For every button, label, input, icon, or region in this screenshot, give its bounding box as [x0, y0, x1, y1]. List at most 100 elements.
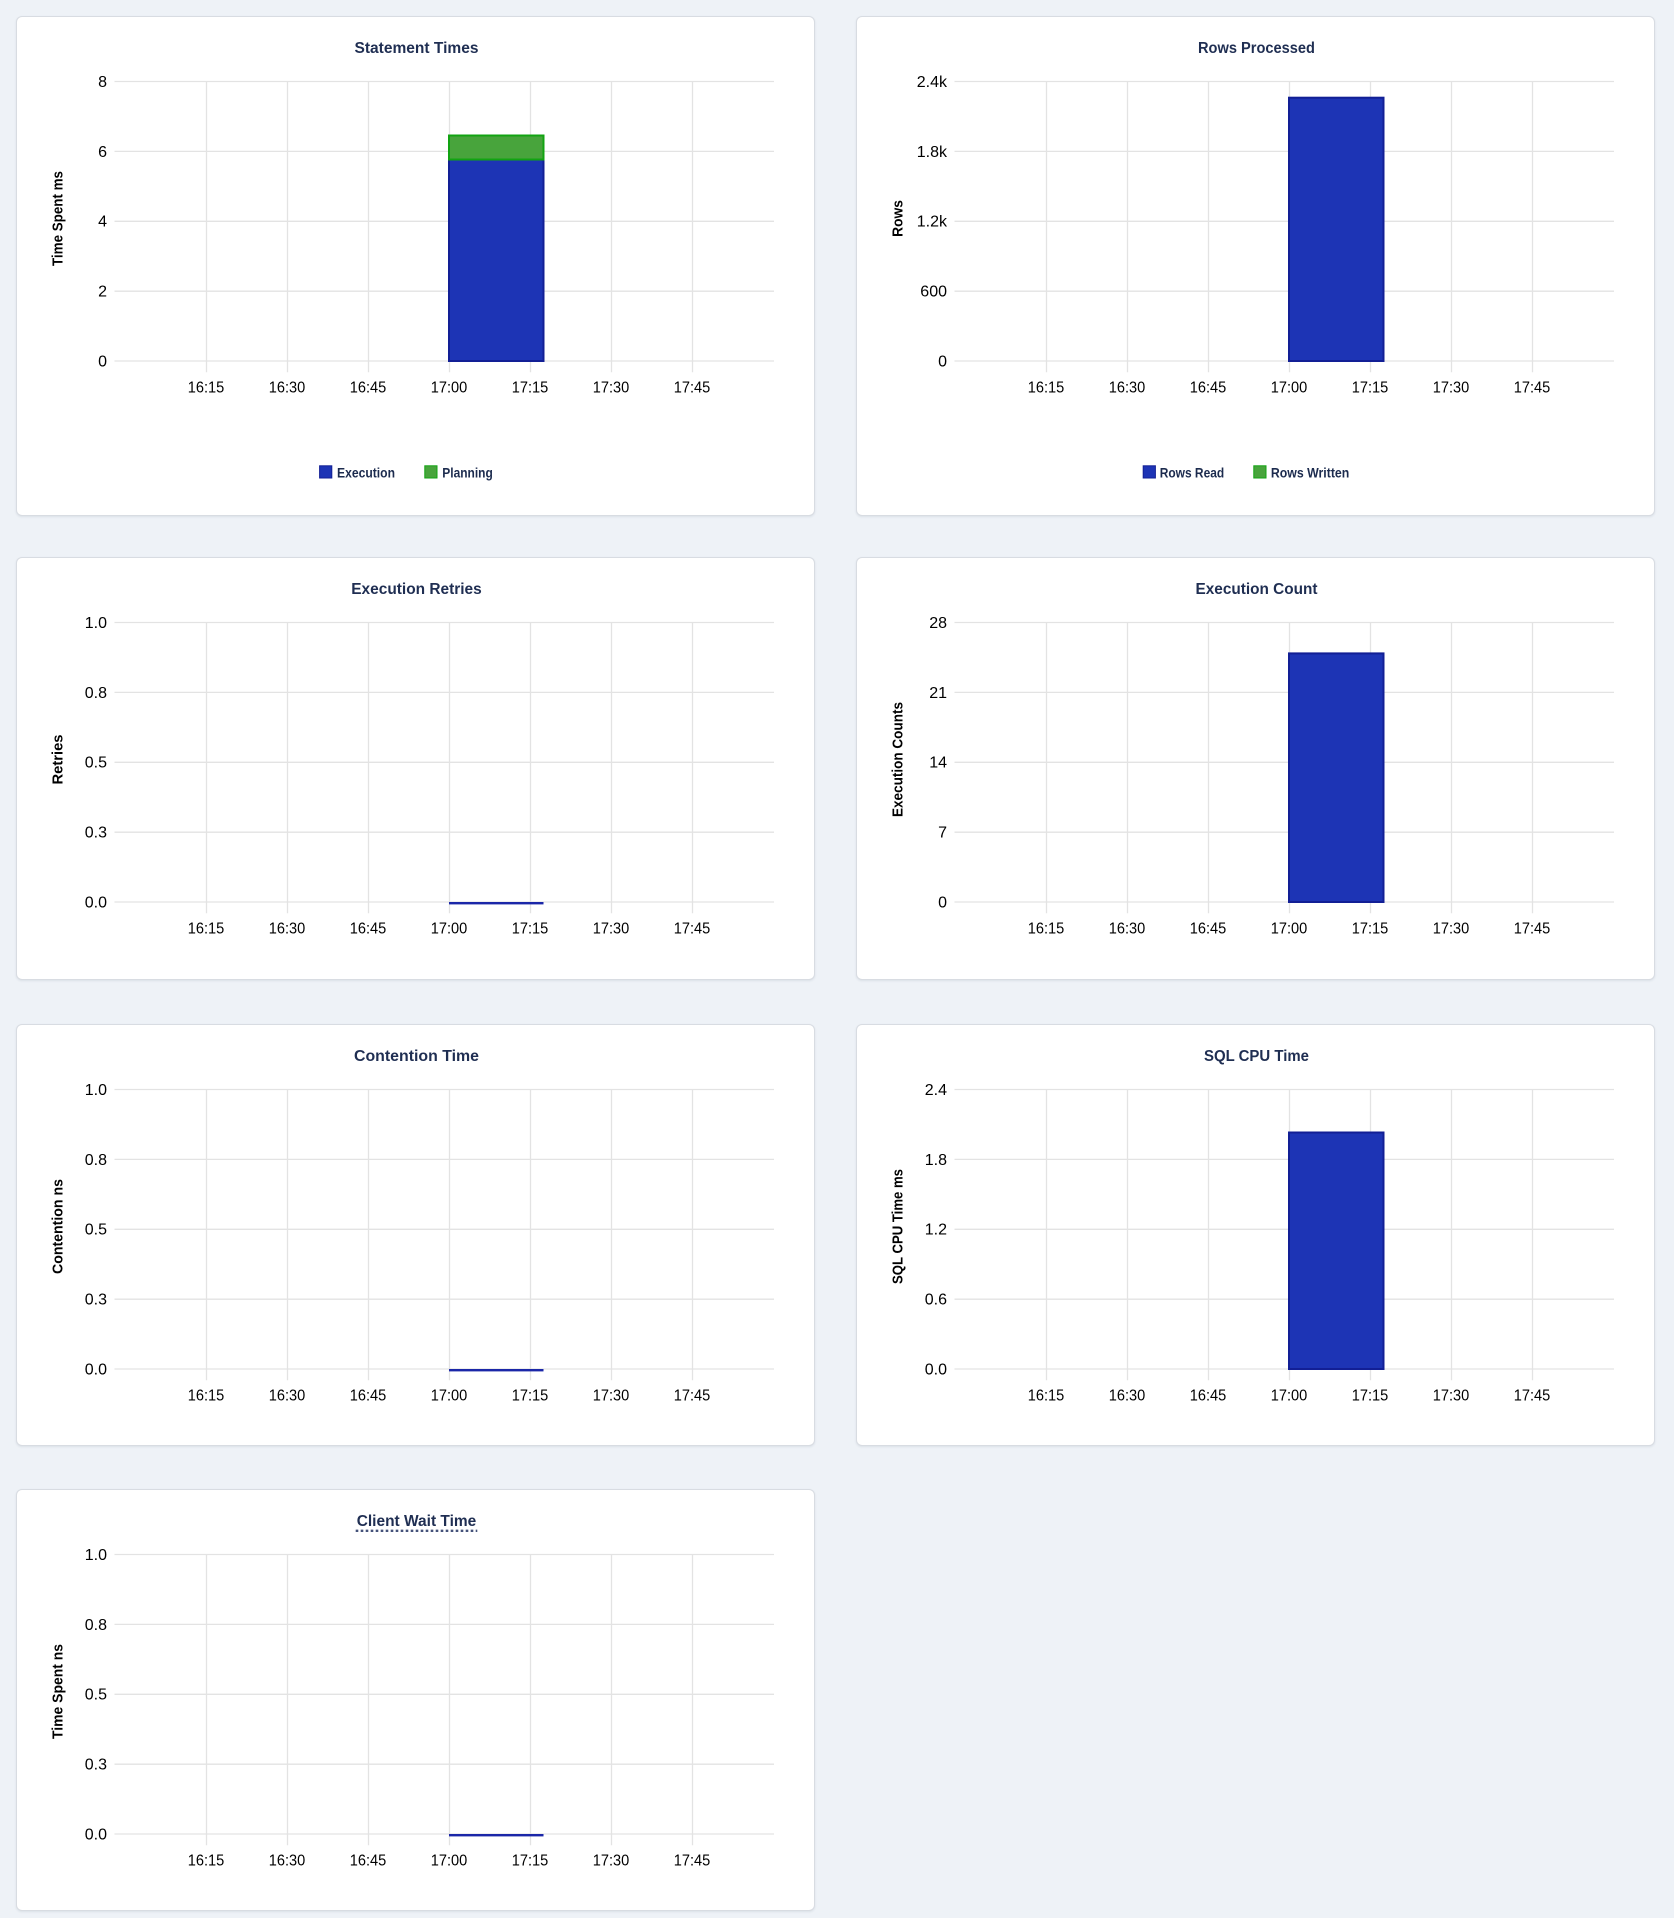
svg-text:0.6: 0.6 [924, 1291, 946, 1308]
svg-text:Client Wait Time: Client Wait Time [357, 1513, 477, 1530]
svg-text:17:15: 17:15 [1351, 1387, 1388, 1404]
svg-text:4: 4 [98, 214, 107, 231]
svg-text:1.2k: 1.2k [916, 214, 947, 231]
svg-text:1.2: 1.2 [924, 1221, 946, 1238]
svg-text:Rows Written: Rows Written [1270, 465, 1348, 480]
svg-text:Execution: Execution [337, 465, 395, 480]
svg-text:16:30: 16:30 [269, 1387, 306, 1404]
svg-text:0.3: 0.3 [85, 825, 107, 842]
svg-text:16:45: 16:45 [350, 1853, 387, 1870]
svg-text:17:45: 17:45 [674, 1387, 711, 1404]
svg-text:16:15: 16:15 [188, 1387, 225, 1404]
svg-text:0.0: 0.0 [85, 1826, 107, 1843]
svg-text:17:00: 17:00 [431, 1387, 468, 1404]
svg-text:21: 21 [929, 685, 947, 702]
svg-text:17:00: 17:00 [431, 921, 468, 938]
svg-text:16:45: 16:45 [350, 921, 387, 938]
svg-text:600: 600 [920, 284, 947, 301]
svg-text:17:15: 17:15 [512, 1387, 549, 1404]
svg-text:16:45: 16:45 [1189, 1387, 1226, 1404]
svg-text:6: 6 [98, 144, 107, 161]
svg-text:16:30: 16:30 [269, 380, 306, 397]
svg-text:0.8: 0.8 [85, 1617, 107, 1634]
svg-text:16:30: 16:30 [269, 921, 306, 938]
svg-text:17:30: 17:30 [593, 1853, 630, 1870]
svg-text:Contention ns: Contention ns [51, 1179, 67, 1274]
svg-text:17:15: 17:15 [512, 921, 549, 938]
svg-text:0.3: 0.3 [85, 1757, 107, 1774]
svg-text:0: 0 [938, 894, 947, 911]
svg-text:17:30: 17:30 [1432, 921, 1469, 938]
svg-text:Rows Read: Rows Read [1159, 465, 1224, 480]
svg-text:17:00: 17:00 [431, 380, 468, 397]
svg-text:Contention Time: Contention Time [354, 1048, 479, 1065]
svg-text:Planning: Planning [442, 465, 493, 480]
svg-text:16:15: 16:15 [1027, 380, 1064, 397]
svg-text:0.0: 0.0 [85, 1361, 107, 1378]
svg-text:0.5: 0.5 [85, 755, 107, 772]
svg-text:0: 0 [98, 353, 107, 370]
svg-text:1.8: 1.8 [924, 1151, 946, 1168]
svg-text:17:15: 17:15 [512, 380, 549, 397]
svg-text:1.8k: 1.8k [916, 144, 947, 161]
svg-text:Statement Times: Statement Times [355, 40, 479, 57]
svg-text:16:45: 16:45 [1189, 921, 1226, 938]
svg-text:17:45: 17:45 [674, 1853, 711, 1870]
svg-text:17:45: 17:45 [674, 921, 711, 938]
svg-text:Rows Processed: Rows Processed [1198, 40, 1315, 57]
svg-text:17:15: 17:15 [1351, 380, 1388, 397]
svg-text:17:15: 17:15 [512, 1853, 549, 1870]
svg-text:17:30: 17:30 [593, 921, 630, 938]
svg-text:1.0: 1.0 [85, 1547, 107, 1564]
svg-text:1.0: 1.0 [85, 1081, 107, 1098]
svg-text:0.0: 0.0 [924, 1361, 946, 1378]
svg-text:16:30: 16:30 [1108, 921, 1145, 938]
svg-text:17:45: 17:45 [674, 380, 711, 397]
svg-text:16:30: 16:30 [269, 1853, 306, 1870]
svg-text:14: 14 [929, 755, 947, 772]
svg-text:7: 7 [938, 825, 947, 842]
svg-text:17:45: 17:45 [1513, 380, 1550, 397]
svg-text:17:00: 17:00 [1270, 921, 1307, 938]
svg-text:16:15: 16:15 [188, 921, 225, 938]
svg-text:17:30: 17:30 [593, 380, 630, 397]
svg-text:16:30: 16:30 [1108, 1387, 1145, 1404]
svg-text:1.0: 1.0 [85, 615, 107, 632]
svg-text:0.5: 0.5 [85, 1221, 107, 1238]
svg-text:17:00: 17:00 [431, 1853, 468, 1870]
svg-text:Retries: Retries [51, 735, 67, 785]
svg-text:Execution Counts: Execution Counts [890, 702, 906, 817]
svg-text:17:30: 17:30 [1432, 380, 1469, 397]
svg-text:17:00: 17:00 [1270, 380, 1307, 397]
svg-text:2.4: 2.4 [924, 1081, 946, 1098]
svg-text:0: 0 [938, 353, 947, 370]
svg-text:Execution Retries: Execution Retries [351, 581, 482, 598]
svg-text:8: 8 [98, 74, 107, 91]
svg-text:16:30: 16:30 [1108, 380, 1145, 397]
svg-text:SQL CPU Time ms: SQL CPU Time ms [890, 1169, 906, 1284]
svg-text:SQL CPU Time: SQL CPU Time [1204, 1048, 1309, 1065]
svg-text:Time Spent ms: Time Spent ms [51, 171, 67, 266]
svg-text:16:45: 16:45 [350, 1387, 387, 1404]
svg-text:17:45: 17:45 [1513, 1387, 1550, 1404]
svg-text:17:00: 17:00 [1270, 1387, 1307, 1404]
svg-text:0.0: 0.0 [85, 894, 107, 911]
svg-text:0.3: 0.3 [85, 1291, 107, 1308]
svg-text:16:15: 16:15 [1027, 1387, 1064, 1404]
svg-text:16:45: 16:45 [350, 380, 387, 397]
svg-text:Time Spent ns: Time Spent ns [51, 1644, 67, 1739]
svg-text:0.5: 0.5 [85, 1687, 107, 1704]
svg-text:Rows: Rows [890, 200, 906, 237]
svg-text:2.4k: 2.4k [916, 74, 947, 91]
svg-text:28: 28 [929, 615, 947, 632]
svg-text:16:15: 16:15 [188, 380, 225, 397]
svg-text:0.8: 0.8 [85, 1151, 107, 1168]
svg-text:16:15: 16:15 [1027, 921, 1064, 938]
svg-text:17:30: 17:30 [593, 1387, 630, 1404]
svg-text:0.8: 0.8 [85, 685, 107, 702]
svg-text:Execution Count: Execution Count [1195, 581, 1317, 598]
svg-text:17:15: 17:15 [1351, 921, 1388, 938]
svg-text:16:15: 16:15 [188, 1853, 225, 1870]
svg-text:16:45: 16:45 [1189, 380, 1226, 397]
svg-text:17:30: 17:30 [1432, 1387, 1469, 1404]
